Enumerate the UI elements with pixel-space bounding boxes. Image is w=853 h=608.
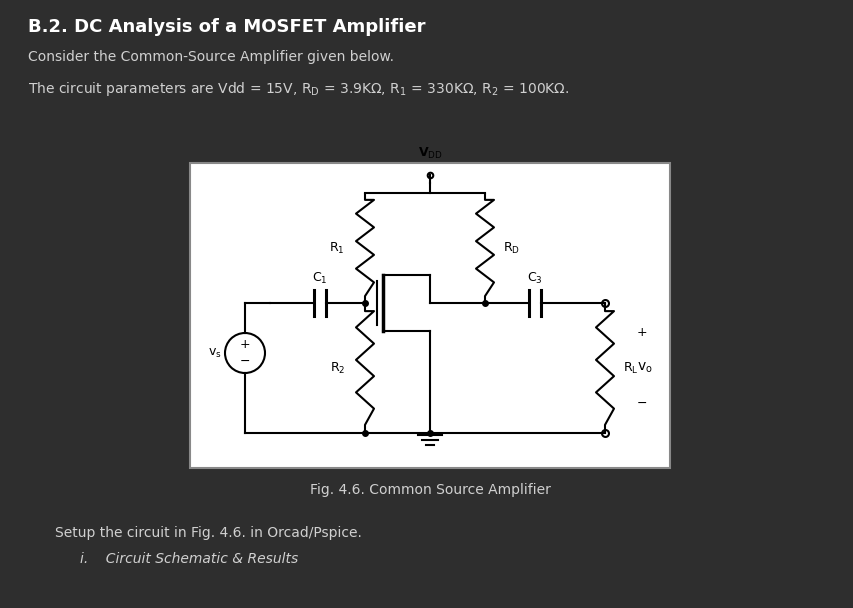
Text: Consider the Common-Source Amplifier given below.: Consider the Common-Source Amplifier giv… <box>28 50 393 64</box>
Text: v$_\mathsf{o}$: v$_\mathsf{o}$ <box>636 361 652 375</box>
Text: C$_3$: C$_3$ <box>526 271 543 286</box>
FancyBboxPatch shape <box>189 163 670 468</box>
Text: B.2. DC Analysis of a MOSFET Amplifier: B.2. DC Analysis of a MOSFET Amplifier <box>28 18 425 36</box>
Text: +: + <box>240 339 250 351</box>
Text: +: + <box>636 326 647 339</box>
Text: −: − <box>240 354 250 367</box>
Text: R$_\mathsf{D}$: R$_\mathsf{D}$ <box>502 240 519 255</box>
Text: Setup the circuit in Fig. 4.6. in Orcad/Pspice.: Setup the circuit in Fig. 4.6. in Orcad/… <box>55 526 362 540</box>
Text: i.    Circuit Schematic & Results: i. Circuit Schematic & Results <box>80 552 298 566</box>
Text: R$_\mathsf{L}$: R$_\mathsf{L}$ <box>623 361 638 376</box>
Text: The circuit parameters are Vdd = 15V, R$_\mathsf{D}$ = 3.9K$\Omega$, R$_\mathsf{: The circuit parameters are Vdd = 15V, R$… <box>28 80 569 98</box>
Text: R$_1$: R$_1$ <box>329 240 345 255</box>
Text: R$_2$: R$_2$ <box>329 361 345 376</box>
Text: Fig. 4.6. Common Source Amplifier: Fig. 4.6. Common Source Amplifier <box>309 483 550 497</box>
Text: V$_{\mathsf{DD}}$: V$_{\mathsf{DD}}$ <box>417 146 442 161</box>
Text: v$_\mathrm{s}$: v$_\mathrm{s}$ <box>208 347 222 359</box>
Text: C$_1$: C$_1$ <box>312 271 328 286</box>
Text: −: − <box>636 396 647 410</box>
